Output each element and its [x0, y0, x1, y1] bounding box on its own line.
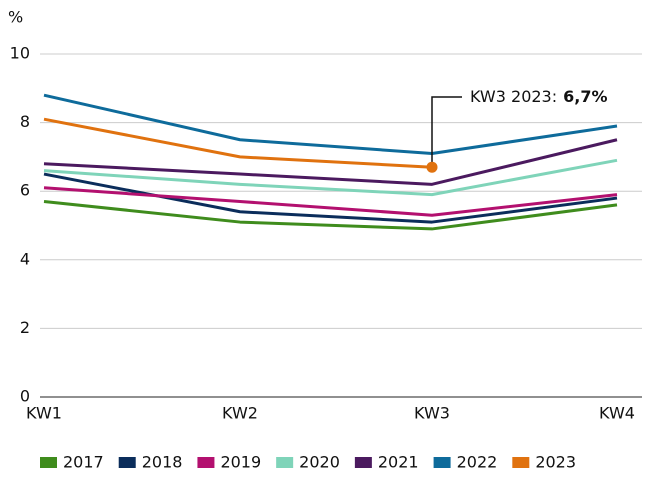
legend-label: 2023: [535, 453, 576, 472]
legend-swatch: [276, 457, 294, 468]
annotation-text: KW3 2023:: [470, 87, 557, 106]
y-tick-label: 4: [20, 249, 30, 268]
legend-swatch: [433, 457, 451, 468]
value-label: 6,7%: [563, 87, 607, 106]
legend-swatch: [512, 457, 530, 468]
x-tick-label: KW1: [26, 404, 62, 423]
series-line: [43, 199, 618, 231]
y-axis-label: %: [8, 8, 23, 27]
legend-label: 2021: [378, 453, 419, 472]
x-tick-label: KW2: [222, 404, 258, 423]
legend-swatch: [354, 457, 372, 468]
legend-label: 2017: [63, 453, 104, 472]
y-tick-label: 10: [10, 44, 30, 63]
series-line: [43, 138, 618, 186]
annotation: KW3 2023: 6,7%: [470, 87, 608, 106]
x-tick-label: KW4: [599, 404, 635, 423]
y-tick-label: 2: [20, 318, 30, 337]
x-tick-label: KW3: [414, 404, 450, 423]
legend-swatch: [118, 457, 136, 468]
series-line: [43, 172, 618, 224]
highlight-point: [426, 161, 438, 173]
y-tick-label: 0: [20, 387, 30, 406]
legend-label: 2022: [457, 453, 498, 472]
y-tick-label: 6: [20, 181, 30, 200]
annotation-leader: [431, 96, 462, 168]
series-line: [43, 93, 618, 155]
series-line: [43, 158, 618, 197]
series-line: [43, 117, 433, 169]
legend-label: 2020: [299, 453, 340, 472]
legend-label: 2019: [220, 453, 261, 472]
series-line: [43, 186, 618, 217]
legend-swatch: [40, 457, 57, 468]
legend-label: 2018: [142, 453, 183, 472]
legend-swatch: [197, 457, 215, 468]
y-tick-label: 8: [20, 112, 30, 131]
